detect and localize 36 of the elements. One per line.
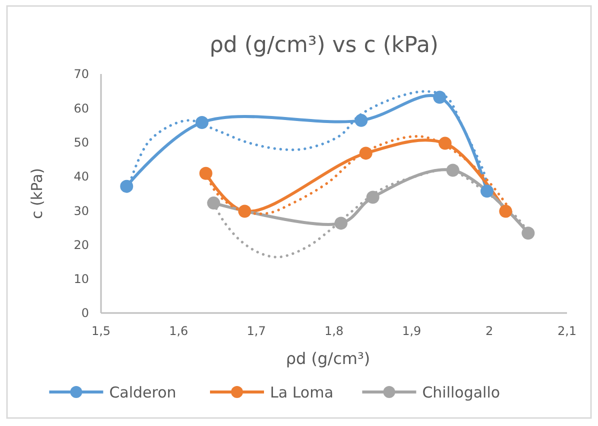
x-tick-label: 1,8 [324, 324, 344, 338]
chart-title: ρd (g/cm³) vs c (kPa) [209, 33, 439, 58]
point [438, 136, 452, 150]
point [359, 146, 372, 160]
y-tick-label: 30 [74, 204, 89, 218]
x-tick-label: 1,9 [402, 324, 422, 338]
point [199, 166, 212, 180]
y-tick-label: 0 [81, 306, 89, 320]
legend-label: Calderon [109, 383, 176, 402]
x-axis-title: ρd (g/cm³) [286, 349, 370, 368]
point [354, 114, 368, 127]
point [238, 204, 252, 218]
y-tick-label: 60 [74, 101, 89, 116]
point [480, 184, 494, 198]
point [522, 226, 535, 240]
y-axis-title: c (kPa) [28, 168, 46, 219]
x-tick-label: 1,7 [246, 324, 266, 338]
y-tick-label: 70 [74, 67, 89, 82]
x-tick-label: 1,5 [91, 324, 111, 338]
x-tick-label: 2,1 [557, 324, 577, 338]
y-tick-label: 50 [74, 135, 89, 150]
point [433, 90, 446, 104]
x-tick-label: 1,6 [169, 324, 188, 338]
y-tick-label: 40 [74, 170, 89, 184]
y-tick-label: 20 [74, 238, 89, 252]
point [207, 196, 220, 210]
x-tick-label: 2 [486, 324, 494, 338]
point [195, 116, 208, 129]
point [499, 204, 512, 218]
point [446, 164, 460, 177]
y-tick-label: 10 [74, 272, 89, 286]
point [334, 216, 348, 230]
point [366, 190, 380, 204]
legend-label: Chillogallo [422, 383, 500, 402]
legend-label: La Loma [270, 383, 334, 402]
point [120, 180, 134, 193]
